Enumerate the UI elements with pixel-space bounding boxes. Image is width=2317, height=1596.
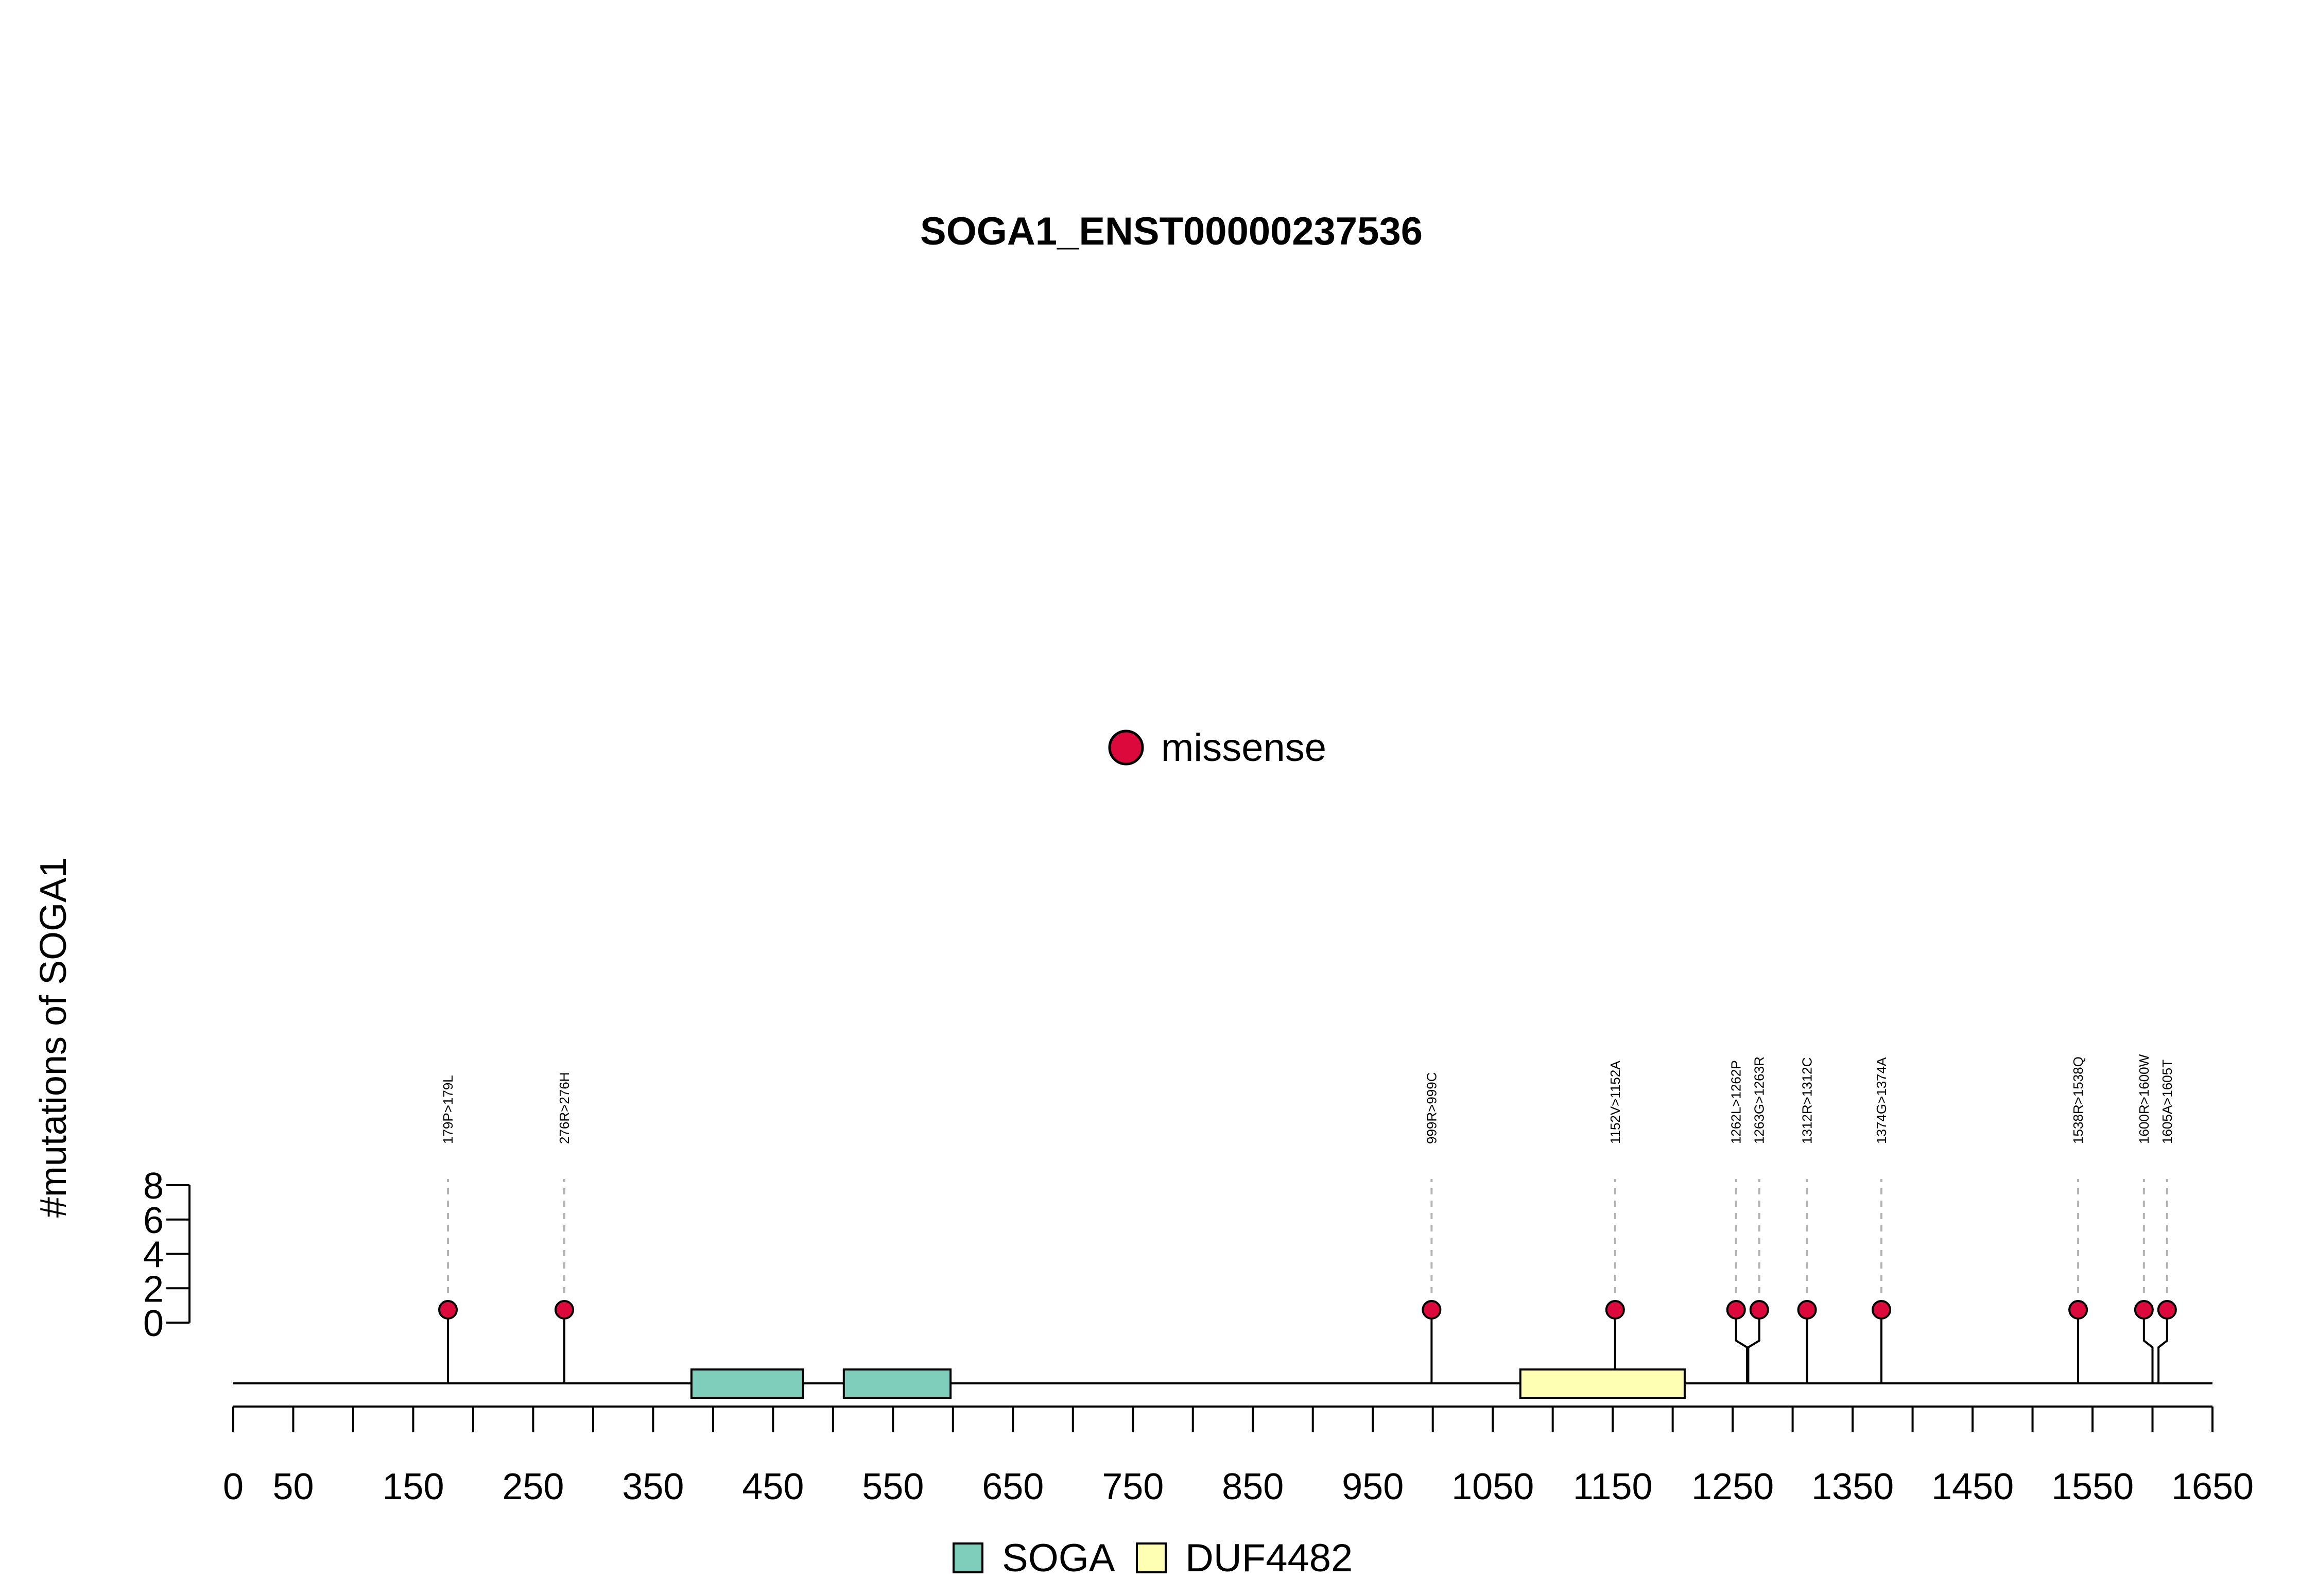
mutation-point-179 — [438, 1300, 458, 1320]
mutation-label-1152: 1152V>1152A — [1607, 1061, 1623, 1144]
mutation-point-999 — [1422, 1300, 1442, 1320]
x-tick-label-1350: 1350 — [1811, 1466, 1894, 1507]
x-tick-label-0: 0 — [223, 1466, 244, 1507]
mutation-label-1605: 1605A>1605T — [2159, 1060, 2175, 1144]
mutation-point-1374 — [1872, 1300, 1892, 1320]
chart-title: SOGA1_ENST00000237536 — [920, 210, 1423, 253]
stem-1262 — [1735, 1310, 1749, 1383]
x-tick-label-850: 850 — [1222, 1466, 1284, 1507]
y-axis-label: #mutations of SOGA1 — [33, 857, 74, 1218]
x-tick-label-1050: 1050 — [1451, 1466, 1534, 1507]
legend-marker-missense — [1108, 730, 1144, 766]
mutation-label-1312: 1312R>1312C — [1800, 1057, 1815, 1144]
x-tick-label-550: 550 — [862, 1466, 924, 1507]
domain-SOGA-0 — [690, 1368, 804, 1399]
x-tick-label-450: 450 — [742, 1466, 804, 1507]
mutation-point-1600 — [2134, 1300, 2154, 1320]
y-tick-label-2: 2 — [143, 1269, 164, 1310]
x-tick-label-150: 150 — [382, 1466, 444, 1507]
x-tick-label-1550: 1550 — [2051, 1466, 2134, 1507]
y-tick-label-8: 8 — [143, 1166, 164, 1207]
y-tick-label-4: 4 — [143, 1235, 164, 1276]
mutation-point-1312 — [1797, 1300, 1817, 1320]
mutation-point-1263 — [1749, 1300, 1769, 1320]
mutation-point-1538 — [2068, 1300, 2088, 1320]
domain-DUF4482-2 — [1519, 1368, 1686, 1399]
x-tick-label-650: 650 — [982, 1466, 1044, 1507]
x-tick-label-950: 950 — [1342, 1466, 1404, 1507]
y-tick-label-0: 0 — [143, 1303, 164, 1344]
stem-1600 — [2142, 1310, 2154, 1383]
x-tick-label-1650: 1650 — [2171, 1466, 2254, 1507]
legend-label-missense: missense — [1161, 726, 1326, 770]
mutation-label-1262: 1262L>1262P — [1728, 1060, 1744, 1144]
legend-label-SOGA: SOGA — [1002, 1536, 1115, 1580]
mutation-label-179: 179P>179L — [440, 1075, 456, 1144]
y-tick-label-6: 6 — [143, 1200, 164, 1241]
legend-label-DUF4482: DUF4482 — [1185, 1536, 1353, 1580]
mutation-label-1600: 1600R>1600W — [2136, 1054, 2152, 1144]
mutation-lollipops: 179P>179L 276R>276H 999R>999C 1152V>1152A 12… — [438, 1054, 2177, 1320]
mutation-label-1263: 1263G>1263R — [1752, 1056, 1767, 1144]
mutation-label-1374: 1374G>1374A — [1874, 1057, 1889, 1144]
protein-domains — [690, 1368, 1686, 1399]
mutation-label-1538: 1538R>1538Q — [2070, 1056, 2086, 1144]
mutation-point-1605 — [2157, 1300, 2177, 1320]
mutation-legend: missense — [1108, 726, 1326, 770]
stem-1605 — [2157, 1310, 2168, 1383]
mutation-point-276 — [554, 1300, 574, 1320]
mutation-stems — [447, 1179, 2168, 1383]
x-tick-label-1150: 1150 — [1573, 1466, 1653, 1507]
x-tick-label-250: 250 — [502, 1466, 564, 1507]
x-tick-label-1450: 1450 — [1931, 1466, 2014, 1507]
mutation-label-999: 999R>999C — [1424, 1072, 1439, 1144]
legend-swatch-DUF4482 — [1136, 1542, 1167, 1573]
mutation-point-1262 — [1726, 1300, 1746, 1320]
mutation-label-276: 276R>276H — [557, 1072, 572, 1144]
x-tick-label-1250: 1250 — [1691, 1466, 1774, 1507]
x-tick-label-50: 50 — [272, 1466, 314, 1507]
domain-SOGA-1 — [842, 1368, 952, 1399]
x-axis: 0 50 150 250 350 450 550 650 750 850 950 1050 1150 12… — [223, 1406, 2254, 1507]
mutation-point-1152 — [1605, 1300, 1625, 1320]
x-tick-label-750: 750 — [1102, 1466, 1164, 1507]
x-tick-label-350: 350 — [622, 1466, 684, 1507]
legend-swatch-SOGA — [953, 1542, 983, 1573]
stem-1263 — [1747, 1310, 1760, 1383]
domain-legend: SOGA DUF4482 — [953, 1536, 1353, 1580]
